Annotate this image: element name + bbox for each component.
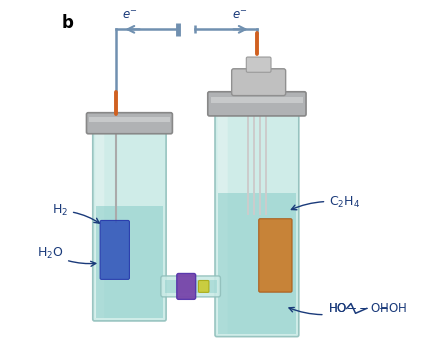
Bar [218,193,296,334]
FancyBboxPatch shape [95,133,104,318]
FancyBboxPatch shape [161,276,221,297]
FancyBboxPatch shape [215,112,299,337]
FancyBboxPatch shape [259,219,292,292]
FancyBboxPatch shape [199,281,209,293]
Bar [211,96,303,103]
Bar [165,280,217,293]
Text: b: b [61,14,73,32]
Text: e$^{-}$: e$^{-}$ [123,9,138,21]
FancyBboxPatch shape [208,92,306,116]
FancyBboxPatch shape [86,113,172,134]
Text: C$_2$H$_4$: C$_2$H$_4$ [292,195,360,210]
FancyBboxPatch shape [232,69,286,96]
FancyBboxPatch shape [100,220,129,279]
FancyBboxPatch shape [93,130,166,321]
Text: HO$-$      $-$OH: HO$-$ $-$OH [328,302,407,315]
Bar [89,117,169,122]
FancyBboxPatch shape [246,57,271,72]
Bar [96,206,163,318]
FancyBboxPatch shape [218,115,227,334]
Text: H$_2$: H$_2$ [52,203,99,223]
Text: e$^{-}$: e$^{-}$ [232,9,247,21]
Text: HO$-\/\!-$OH: HO$-\/\!-$OH [289,302,389,315]
FancyBboxPatch shape [177,274,196,299]
Text: H$_2$O: H$_2$O [37,246,96,266]
